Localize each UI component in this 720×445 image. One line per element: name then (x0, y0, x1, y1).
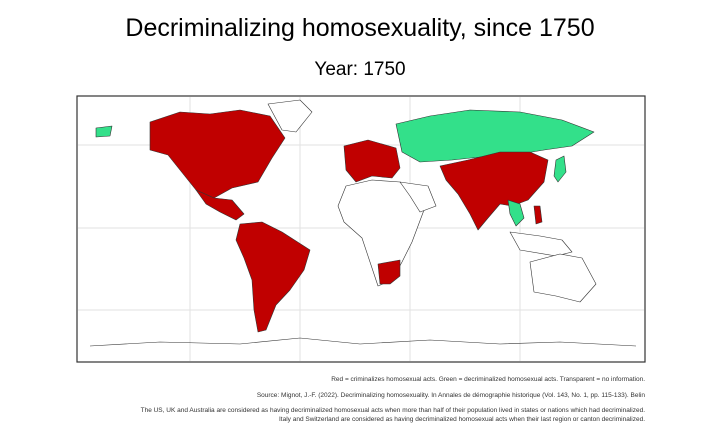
coastline (89, 337, 637, 347)
region (267, 99, 313, 133)
footnote: Italy and Switzerland are considered as … (279, 416, 645, 423)
region (553, 155, 567, 183)
region (399, 181, 437, 213)
countries (89, 99, 637, 347)
region (149, 109, 286, 199)
region (507, 199, 525, 227)
region (533, 205, 543, 225)
region (509, 231, 573, 257)
footnote: The US, UK and Australia are considered … (141, 407, 646, 414)
region (377, 259, 401, 285)
region (343, 139, 401, 183)
subtitle: Year: 1750 (314, 59, 405, 80)
region (195, 189, 245, 221)
legend-note: Red = criminalizes homosexual acts. Gree… (331, 376, 645, 383)
map (76, 95, 646, 363)
region (235, 221, 311, 333)
region (395, 109, 595, 163)
region (95, 125, 113, 138)
source-note: Source: Mignot, J.-F. (2022). Decriminal… (257, 392, 646, 399)
region (529, 253, 597, 303)
title: Decriminalizing homosexuality, since 175… (125, 14, 594, 42)
